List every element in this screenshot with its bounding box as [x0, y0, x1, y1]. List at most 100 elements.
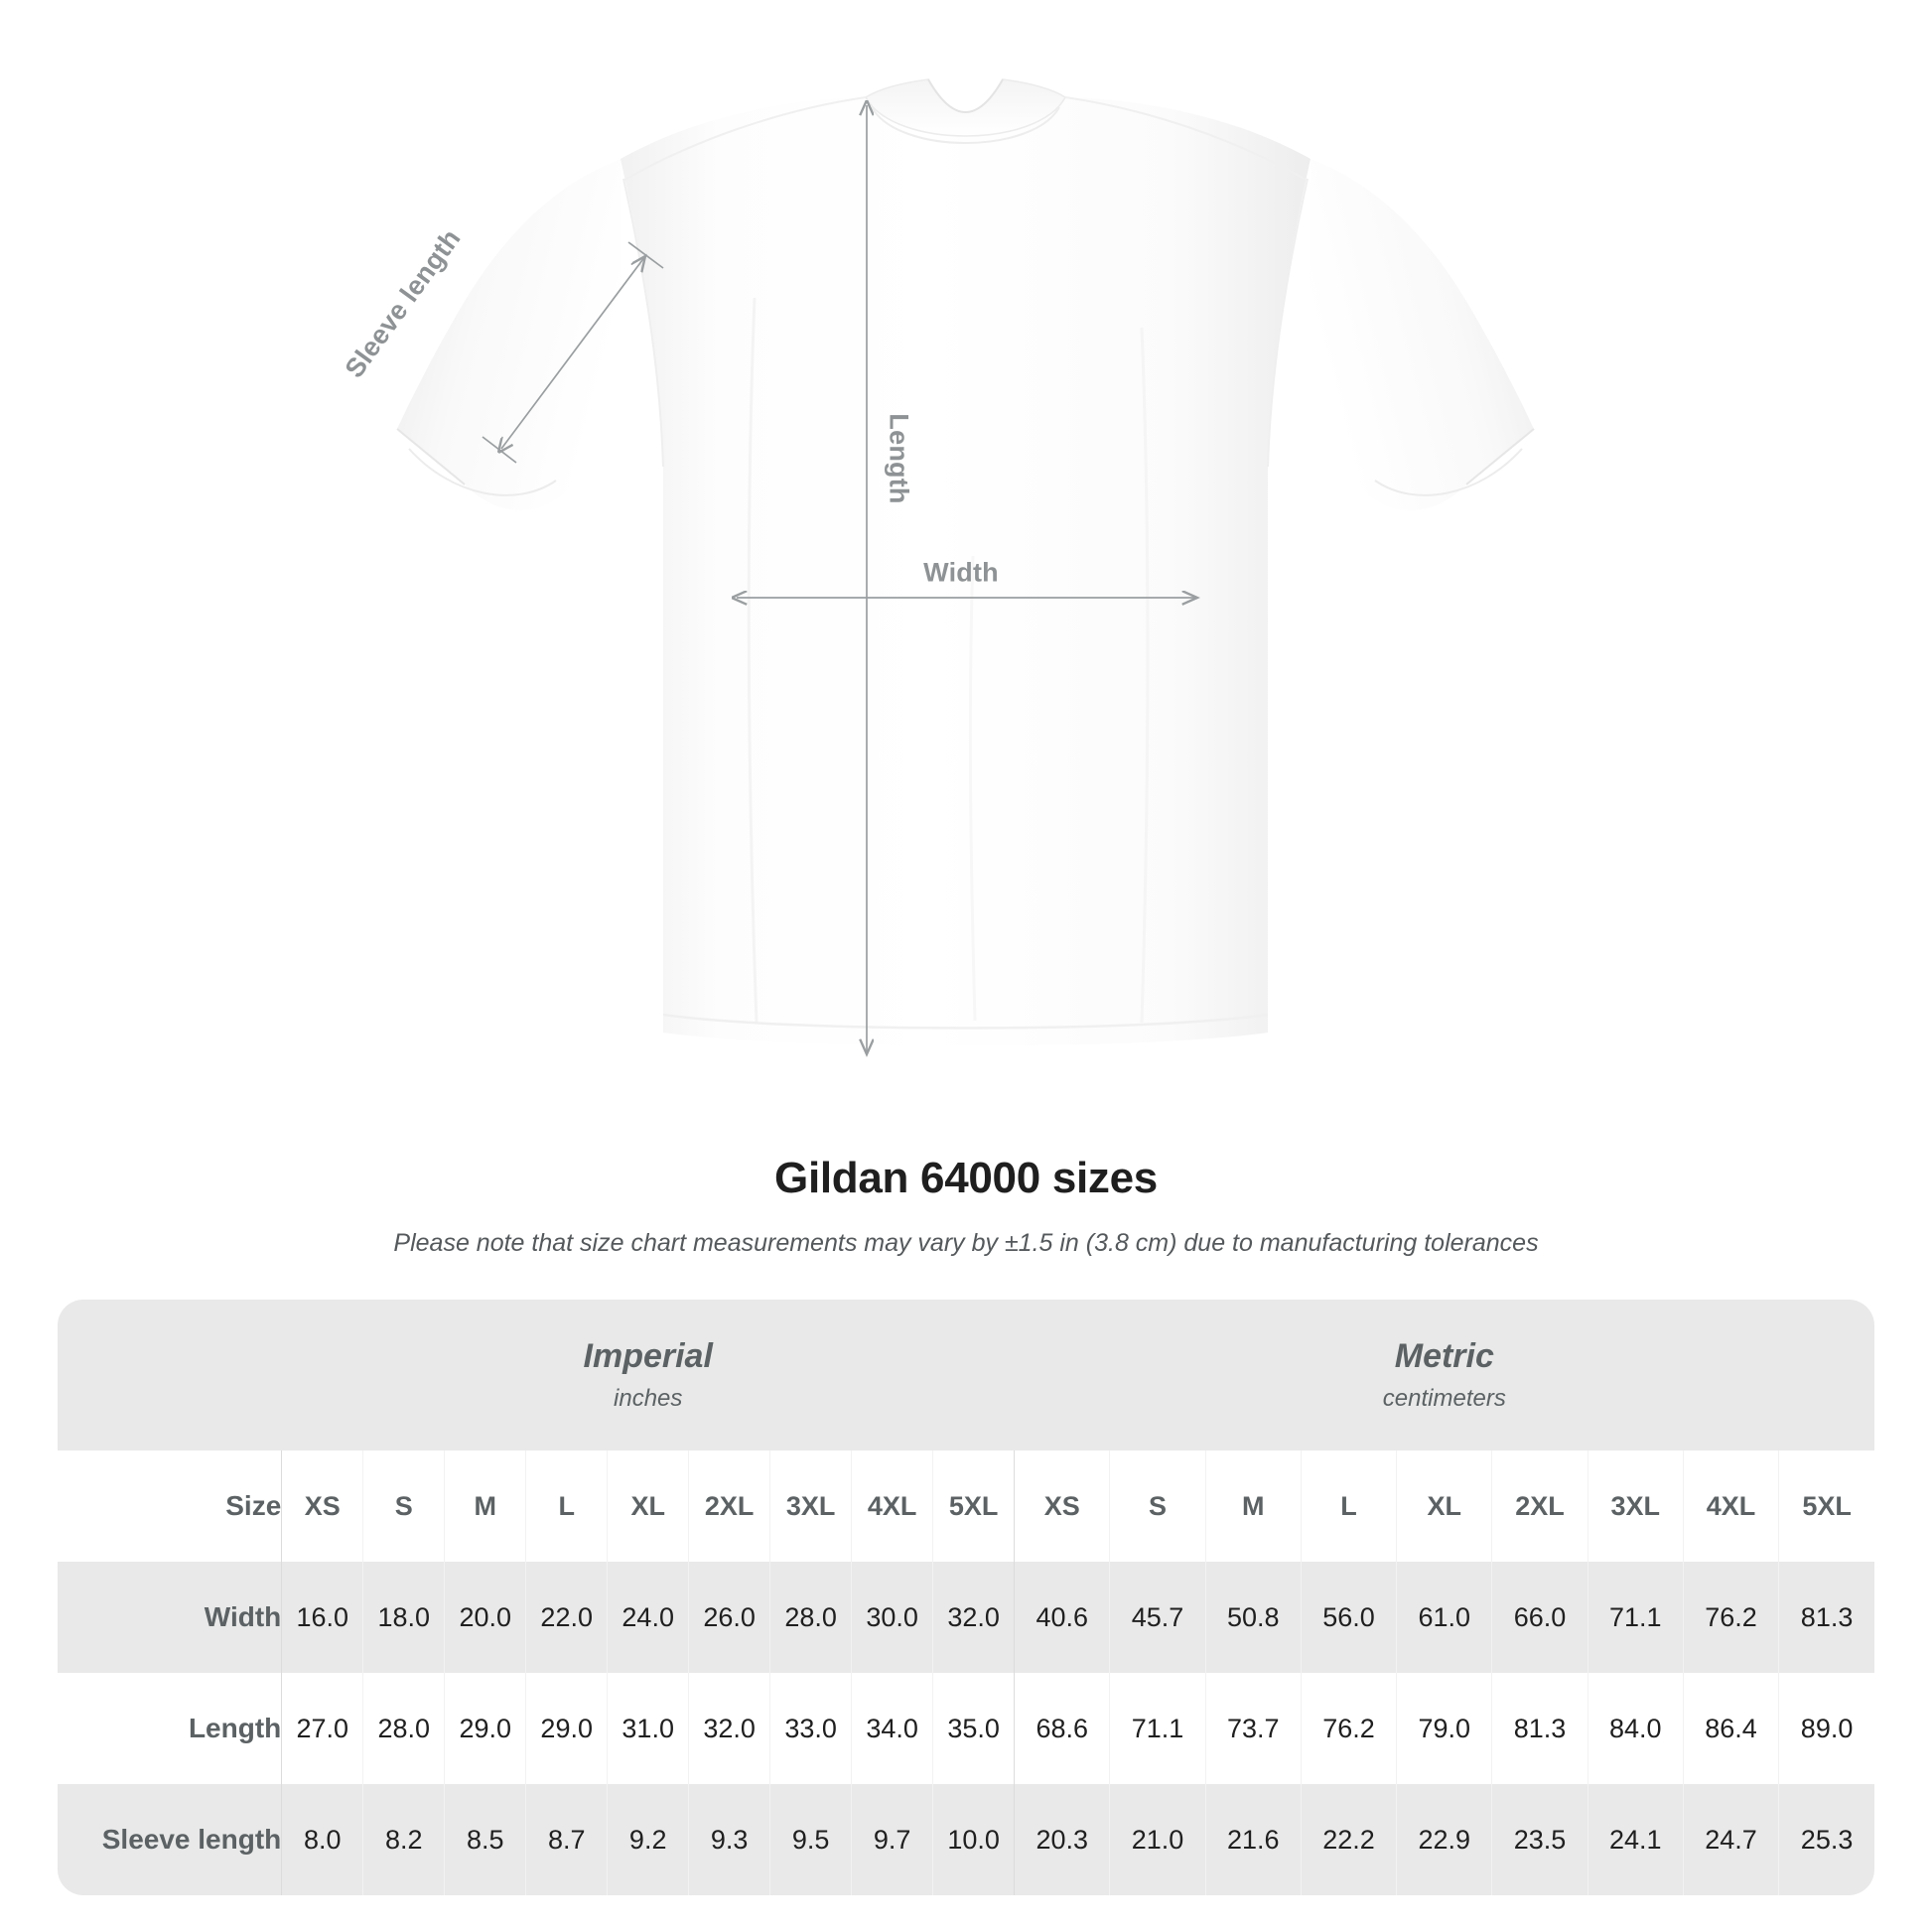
cell-length-imperial-5xl: 35.0 [932, 1673, 1015, 1784]
cell-sleeve-imperial-3xl: 9.5 [769, 1784, 852, 1895]
cell-width-metric-m: 50.8 [1204, 1562, 1302, 1673]
size-col-metric-xl: XL [1396, 1450, 1492, 1562]
length-label: Length [884, 413, 914, 504]
row-label-length: Length [58, 1673, 282, 1784]
cell-sleeve-imperial-xs: 8.0 [281, 1784, 363, 1895]
cell-length-imperial-2xl: 32.0 [688, 1673, 770, 1784]
size-col-imperial-2xl: 2XL [688, 1450, 770, 1562]
tolerance-note: Please note that size chart measurements… [393, 1229, 1539, 1257]
cell-length-imperial-l: 29.0 [525, 1673, 608, 1784]
row-label-size: Size [58, 1450, 282, 1562]
measurement-lines [482, 105, 1197, 1054]
size-header-row: Size XS S M L XL 2XL 3XL 4XL 5XL XS S M … [58, 1450, 1874, 1562]
size-table-container: Imperial inches Metric centimeters Size … [58, 1300, 1874, 1895]
cell-length-imperial-m: 29.0 [444, 1673, 526, 1784]
row-label-sleeve-length: Sleeve length [58, 1784, 282, 1895]
cell-sleeve-metric-2xl: 23.5 [1491, 1784, 1588, 1895]
cell-sleeve-metric-l: 22.2 [1300, 1784, 1397, 1895]
cell-width-metric-5xl: 81.3 [1778, 1562, 1874, 1673]
cell-width-metric-2xl: 66.0 [1491, 1562, 1588, 1673]
size-col-metric-m: M [1204, 1450, 1302, 1562]
cell-width-imperial-4xl: 30.0 [851, 1562, 933, 1673]
cell-sleeve-imperial-2xl: 9.3 [688, 1784, 770, 1895]
cell-width-imperial-xs: 16.0 [281, 1562, 363, 1673]
table-row-width: Width 16.0 18.0 20.0 22.0 24.0 26.0 28.0… [58, 1562, 1874, 1673]
cell-sleeve-imperial-xl: 9.2 [607, 1784, 689, 1895]
size-col-imperial-xl: XL [607, 1450, 689, 1562]
size-col-metric-5xl: 5XL [1778, 1450, 1874, 1562]
cell-sleeve-metric-xs: 20.3 [1014, 1784, 1110, 1895]
page-title: Gildan 64000 sizes [774, 1154, 1158, 1202]
cell-sleeve-metric-xl: 22.9 [1396, 1784, 1492, 1895]
width-label: Width [923, 557, 999, 588]
cell-width-imperial-s: 18.0 [362, 1562, 445, 1673]
cell-sleeve-metric-s: 21.0 [1109, 1784, 1206, 1895]
table-row-length: Length 27.0 28.0 29.0 29.0 31.0 32.0 33.… [58, 1673, 1874, 1784]
table-row-sleeve-length: Sleeve length 8.0 8.2 8.5 8.7 9.2 9.3 9.… [58, 1784, 1874, 1895]
cell-length-metric-2xl: 81.3 [1491, 1673, 1588, 1784]
cell-width-imperial-m: 20.0 [444, 1562, 526, 1673]
size-col-metric-s: S [1109, 1450, 1206, 1562]
unit-header-metric: Metric centimeters [1014, 1300, 1874, 1450]
cell-length-imperial-xl: 31.0 [607, 1673, 689, 1784]
cell-sleeve-imperial-s: 8.2 [362, 1784, 445, 1895]
sleeve-dimension-line [501, 256, 645, 449]
cell-sleeve-metric-m: 21.6 [1204, 1784, 1302, 1895]
size-col-metric-3xl: 3XL [1587, 1450, 1684, 1562]
unit-header-spacer [58, 1300, 282, 1450]
cell-length-metric-5xl: 89.0 [1778, 1673, 1874, 1784]
cell-sleeve-imperial-m: 8.5 [444, 1784, 526, 1895]
cell-length-metric-s: 71.1 [1109, 1673, 1206, 1784]
unit-sub-imperial: inches [614, 1385, 683, 1413]
cell-sleeve-metric-4xl: 24.7 [1682, 1784, 1779, 1895]
cell-length-metric-3xl: 84.0 [1587, 1673, 1684, 1784]
size-col-metric-4xl: 4XL [1682, 1450, 1779, 1562]
sleeve-tick-top [627, 241, 664, 269]
cell-length-imperial-3xl: 33.0 [769, 1673, 852, 1784]
cell-width-metric-3xl: 71.1 [1587, 1562, 1684, 1673]
row-label-width: Width [58, 1562, 282, 1673]
cell-width-imperial-xl: 24.0 [607, 1562, 689, 1673]
cell-sleeve-metric-3xl: 24.1 [1587, 1784, 1684, 1895]
cell-width-imperial-l: 22.0 [525, 1562, 608, 1673]
size-table: Imperial inches Metric centimeters Size … [58, 1300, 1874, 1895]
tshirt-illustration [396, 78, 1535, 1132]
cell-width-metric-4xl: 76.2 [1682, 1562, 1779, 1673]
cell-sleeve-imperial-4xl: 9.7 [851, 1784, 933, 1895]
size-col-metric-l: L [1300, 1450, 1397, 1562]
unit-name-metric: Metric [1394, 1336, 1494, 1375]
cell-width-metric-s: 45.7 [1109, 1562, 1206, 1673]
unit-header-imperial: Imperial inches [281, 1300, 1015, 1450]
cell-width-metric-xl: 61.0 [1396, 1562, 1492, 1673]
cell-length-metric-m: 73.7 [1204, 1673, 1302, 1784]
cell-width-metric-l: 56.0 [1300, 1562, 1397, 1673]
cell-sleeve-imperial-l: 8.7 [525, 1784, 608, 1895]
cell-length-metric-xs: 68.6 [1014, 1673, 1110, 1784]
cell-length-metric-l: 76.2 [1300, 1673, 1397, 1784]
size-col-imperial-l: L [525, 1450, 608, 1562]
cell-width-metric-xs: 40.6 [1014, 1562, 1110, 1673]
size-col-imperial-5xl: 5XL [932, 1450, 1015, 1562]
cell-length-metric-xl: 79.0 [1396, 1673, 1492, 1784]
size-col-imperial-xs: XS [281, 1450, 363, 1562]
size-col-imperial-3xl: 3XL [769, 1450, 852, 1562]
cell-length-metric-4xl: 86.4 [1682, 1673, 1779, 1784]
tshirt-diagram: Sleeve length Length Width [340, 78, 1535, 1132]
cell-sleeve-metric-5xl: 25.3 [1778, 1784, 1874, 1895]
unit-header-row: Imperial inches Metric centimeters [58, 1300, 1874, 1450]
size-col-imperial-m: M [444, 1450, 526, 1562]
sleeve-tick-bottom [482, 436, 517, 464]
size-col-metric-2xl: 2XL [1491, 1450, 1588, 1562]
size-col-imperial-s: S [362, 1450, 445, 1562]
cell-width-imperial-3xl: 28.0 [769, 1562, 852, 1673]
size-col-imperial-4xl: 4XL [851, 1450, 933, 1562]
cell-sleeve-imperial-5xl: 10.0 [932, 1784, 1015, 1895]
cell-width-imperial-2xl: 26.0 [688, 1562, 770, 1673]
size-col-metric-xs: XS [1014, 1450, 1110, 1562]
cell-width-imperial-5xl: 32.0 [932, 1562, 1015, 1673]
unit-name-imperial: Imperial [583, 1336, 713, 1375]
cell-length-imperial-xs: 27.0 [281, 1673, 363, 1784]
unit-sub-metric: centimeters [1382, 1385, 1506, 1413]
cell-length-imperial-4xl: 34.0 [851, 1673, 933, 1784]
